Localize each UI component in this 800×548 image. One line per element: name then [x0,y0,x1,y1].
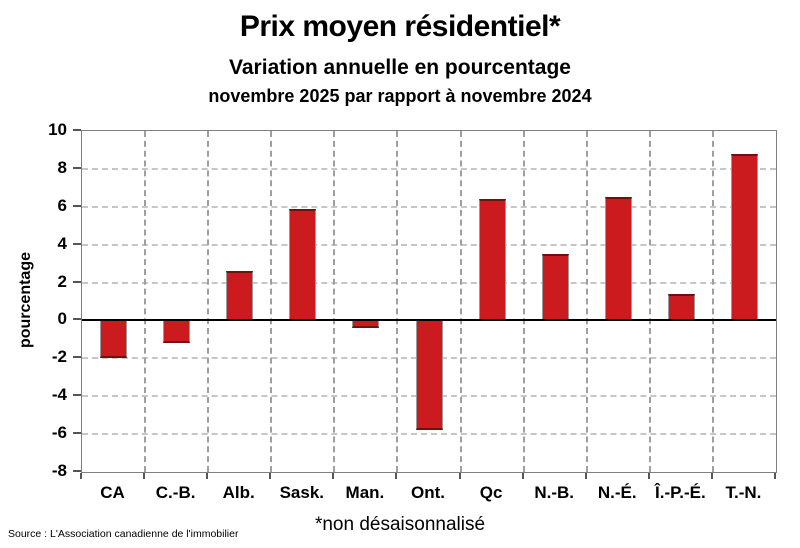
chart-subtitle: Variation annuelle en pourcentage [229,56,571,79]
bar-Alb. [226,271,254,321]
gridline-vertical [459,131,462,472]
gridline-horizontal [82,205,776,208]
gridline-vertical [648,131,651,472]
x-tick-mark [80,473,82,479]
x-tick-mark [458,473,461,479]
x-category-label: Qc [479,483,503,502]
y-tick-mark [73,280,81,283]
x-tick-mark [269,473,272,479]
y-tick-mark [73,432,81,435]
x-tick-mark [774,473,776,479]
chart-title: Prix moyen résidentiel* [239,10,561,43]
y-tick-label: 2 [57,271,67,291]
bar-N.-B. [541,254,569,321]
bar-Qc [478,199,506,321]
gridline-horizontal [82,281,776,284]
y-tick-mark [73,204,81,207]
y-tick-label: -6 [51,423,67,443]
y-tick-mark [73,470,81,472]
x-category-label: T.-N. [725,483,762,502]
y-tick-label: 8 [57,157,67,177]
bar-CA [100,320,128,359]
x-category-label: CA [100,483,125,502]
y-tick-label: 6 [57,195,67,215]
y-tick-mark [73,318,81,321]
gridline-vertical [522,131,525,472]
y-tick-mark [73,129,81,131]
chart-subtitle-2: novembre 2025 par rapport à novembre 202… [208,86,592,106]
bar-C.-B. [163,320,191,344]
bar-Ont. [415,320,443,431]
gridline-vertical [396,131,399,472]
x-category-label: Ont. [411,483,445,502]
gridline-vertical [333,131,336,472]
bar-Sask. [289,208,317,321]
y-tick-label: 4 [57,233,67,253]
bar-T.-N. [730,153,758,321]
bar-N.-É. [604,197,632,321]
plot-area [81,130,777,473]
y-axis-title: pourcentage [17,251,34,349]
gridline-horizontal [82,167,776,170]
gridline-horizontal [82,433,776,436]
y-tick-label: -2 [51,347,67,367]
x-tick-mark [647,473,650,479]
footnote: *non désaisonnalisé [314,514,486,535]
x-tick-mark [710,473,713,479]
bar-Man. [352,320,380,328]
gridline-vertical [711,131,714,472]
gridline-vertical [585,131,588,472]
gridline-vertical [207,131,210,472]
x-tick-mark [521,473,524,479]
x-category-label: N.-B. [534,483,574,502]
x-category-label: Man. [345,483,385,502]
zero-axis-line [82,319,776,322]
x-tick-mark [584,473,587,479]
y-tick-mark [73,394,81,397]
x-category-label: C.-B. [155,483,196,502]
bar-Î.-P.-É. [667,293,695,321]
gridline-vertical [270,131,273,472]
source-note: Source : L'Association canadienne de l'i… [8,528,239,540]
y-tick-mark [73,242,81,245]
gridline-vertical [144,131,147,472]
y-tick-label: 10 [48,120,67,139]
x-category-label: Î.-P.-É. [655,483,706,502]
x-category-label: N.-É. [597,483,637,502]
y-tick-label: 0 [57,309,67,329]
y-tick-label: -8 [51,461,67,480]
y-tick-label: -4 [51,385,67,405]
x-tick-mark [143,473,146,479]
y-tick-mark [73,166,81,169]
x-tick-mark [206,473,209,479]
y-tick-mark [73,356,81,359]
x-category-label: Sask. [279,483,325,502]
x-tick-mark [332,473,335,479]
x-tick-mark [395,473,398,479]
gridline-horizontal [82,243,776,246]
x-category-label: Alb. [222,483,255,502]
